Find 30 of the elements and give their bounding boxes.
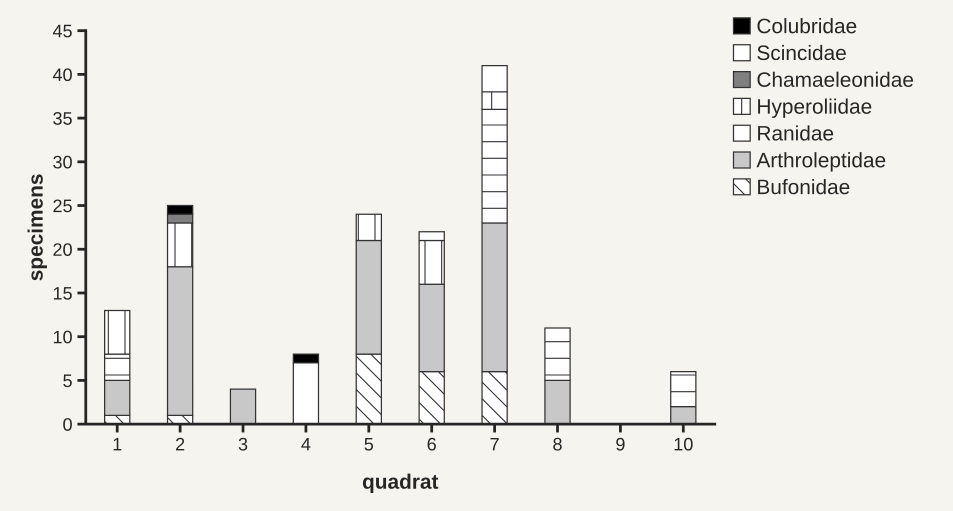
y-tick-label: 35: [53, 112, 72, 125]
x-tick-label: 4: [301, 438, 310, 450]
y-tick-label: 30: [53, 156, 72, 169]
x-tick-label: 1: [114, 438, 122, 450]
legend-label: Arthroleptidae: [756, 152, 886, 172]
legend-label: Hyperoliidae: [758, 98, 872, 118]
y-axis-title: specimens: [28, 174, 47, 281]
y-tick-label: 25: [53, 199, 72, 212]
y-tick-label: 15: [54, 287, 72, 300]
x-tick-label: 8: [553, 438, 562, 451]
y-tick-label: 5: [63, 374, 72, 388]
y-tick-label: 40: [52, 68, 72, 82]
legend-label: Ranidae: [758, 125, 834, 141]
x-tick-label: 6: [428, 438, 436, 451]
legend-label: Chamaeleonidae: [757, 72, 914, 87]
legend-label: Bufonidae: [758, 178, 850, 194]
x-tick-label: 9: [616, 438, 625, 451]
x-tick-label: 2: [176, 438, 184, 450]
y-tick-label: 10: [54, 330, 72, 344]
x-tick-label: 5: [364, 438, 374, 451]
y-tick-label: 0: [63, 418, 72, 431]
legend-label: Scincidae: [757, 44, 846, 60]
y-tick-label: 20: [53, 243, 72, 256]
bar: [230, 388, 256, 424]
x-tick-label: 7: [490, 438, 499, 450]
y-tick-label: 45: [52, 24, 72, 38]
x-tick-label: 3: [238, 438, 248, 451]
x-axis-title: quadrat: [362, 474, 438, 494]
legend-label: Colubridae: [757, 18, 856, 34]
x-tick-label: 10: [674, 438, 693, 451]
